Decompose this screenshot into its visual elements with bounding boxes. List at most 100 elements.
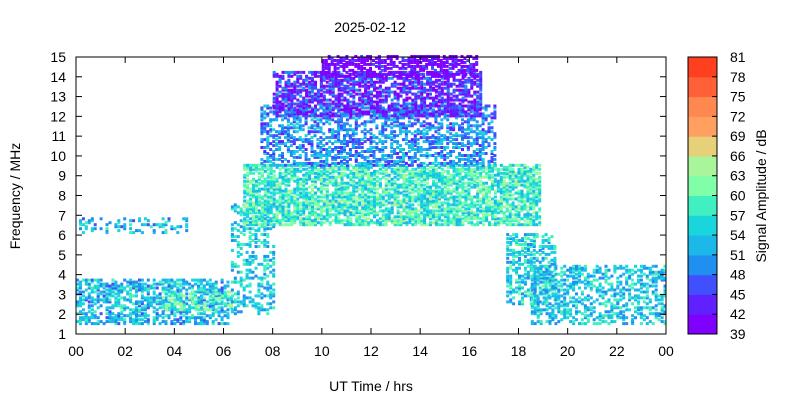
data-cell xyxy=(242,243,246,246)
data-cell xyxy=(287,171,291,175)
data-cell xyxy=(340,140,343,144)
data-cell xyxy=(308,76,312,80)
data-cell xyxy=(375,219,379,223)
data-cell xyxy=(292,150,296,153)
data-cell xyxy=(369,110,373,114)
data-cell xyxy=(396,142,400,146)
data-cell xyxy=(440,201,444,205)
data-cell xyxy=(263,211,267,215)
data-cell xyxy=(423,201,427,205)
data-cell xyxy=(281,140,284,144)
data-cell xyxy=(458,207,462,211)
data-cell xyxy=(325,161,329,165)
data-cell xyxy=(370,195,373,199)
data-cell xyxy=(396,161,400,165)
data-cell xyxy=(281,217,285,221)
data-cell xyxy=(343,203,347,207)
data-cell xyxy=(328,130,332,134)
data-cell xyxy=(87,320,91,324)
data-cell xyxy=(289,104,293,108)
data-cell xyxy=(316,154,320,157)
data-cell xyxy=(310,140,314,144)
data-cell xyxy=(440,219,444,223)
data-cell xyxy=(449,122,453,126)
data-cell xyxy=(354,124,358,128)
data-cell xyxy=(337,187,341,191)
data-cell xyxy=(479,209,483,213)
data-cell xyxy=(375,169,379,173)
data-cell xyxy=(302,185,306,189)
data-cell xyxy=(179,284,183,288)
data-cell xyxy=(188,320,192,324)
data-cell xyxy=(246,187,250,191)
data-cell xyxy=(310,146,314,149)
data-cell xyxy=(458,173,462,177)
data-cell xyxy=(361,175,365,179)
data-cell xyxy=(387,175,391,179)
data-cell xyxy=(319,171,323,175)
data-cell xyxy=(202,284,206,288)
data-cell xyxy=(402,152,405,155)
data-cell xyxy=(334,161,338,165)
data-cell xyxy=(372,140,376,144)
data-cell xyxy=(434,199,438,203)
data-cell xyxy=(331,148,335,151)
data-cell xyxy=(358,169,362,173)
data-cell xyxy=(370,219,373,223)
data-cell xyxy=(272,292,276,296)
data-cell xyxy=(269,187,273,191)
data-cell xyxy=(417,199,421,203)
data-cell xyxy=(366,159,370,163)
data-cell xyxy=(152,300,156,304)
data-cell xyxy=(458,167,462,171)
data-cell xyxy=(295,150,299,153)
data-cell xyxy=(191,316,195,320)
data-cell xyxy=(432,165,435,169)
data-cell xyxy=(358,112,362,116)
data-cell xyxy=(367,203,371,207)
data-cell xyxy=(346,205,350,209)
data-cell xyxy=(378,205,382,209)
data-cell xyxy=(361,181,365,185)
data-cell xyxy=(314,203,317,207)
data-cell xyxy=(143,306,147,310)
data-cell xyxy=(432,169,435,173)
data-cell xyxy=(470,215,474,219)
data-cell xyxy=(173,294,177,298)
data-cell xyxy=(255,167,258,171)
data-cell xyxy=(384,128,388,132)
data-cell xyxy=(340,114,343,118)
data-cell xyxy=(296,114,300,118)
data-cell xyxy=(310,114,314,118)
data-cell xyxy=(375,183,379,187)
data-cell xyxy=(429,211,432,215)
data-cell xyxy=(455,207,459,211)
data-cell xyxy=(440,146,444,149)
data-cell xyxy=(535,183,539,187)
data-cell xyxy=(214,308,218,312)
data-cell xyxy=(302,98,306,102)
data-cell xyxy=(314,98,317,102)
data-cell xyxy=(164,280,168,284)
data-cell xyxy=(263,124,267,128)
data-cell xyxy=(340,80,344,84)
data-cell xyxy=(278,187,282,191)
data-cell xyxy=(214,280,218,284)
data-cell xyxy=(464,199,468,203)
data-cell xyxy=(393,120,397,124)
data-cell xyxy=(286,130,290,134)
data-cell xyxy=(266,181,270,185)
data-cell xyxy=(511,219,515,223)
data-cell xyxy=(408,215,412,219)
data-cell xyxy=(485,191,489,195)
data-cell xyxy=(304,148,308,151)
data-cell xyxy=(508,171,512,175)
data-cell xyxy=(404,128,408,132)
data-cell xyxy=(491,197,494,201)
data-cell xyxy=(393,175,397,179)
data-cell xyxy=(422,161,426,165)
data-cell xyxy=(182,320,186,324)
data-cell xyxy=(295,116,299,120)
data-cell xyxy=(284,82,288,86)
data-cell xyxy=(96,292,100,296)
